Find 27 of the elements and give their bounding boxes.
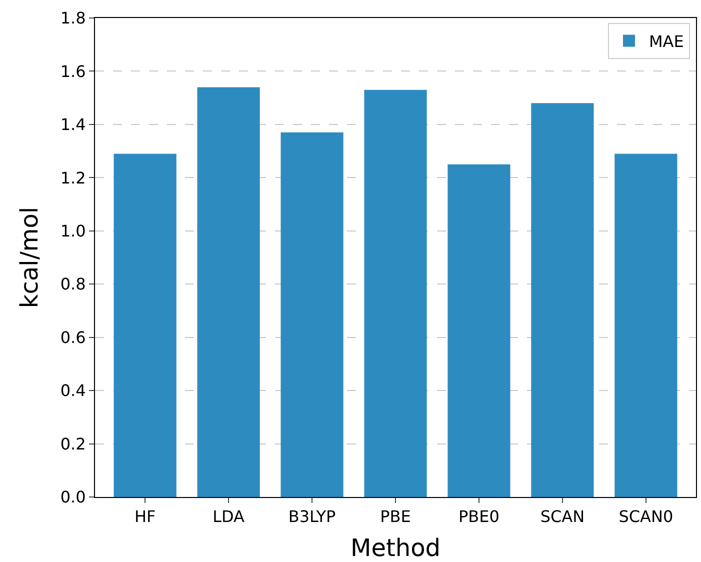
x-tick-label: LDA (212, 507, 245, 526)
y-tick-label: 0.4 (60, 381, 86, 400)
y-tick-label: 0.0 (60, 488, 86, 507)
bar (531, 103, 594, 497)
y-tick-label: 0.2 (60, 434, 86, 454)
legend-label: MAE (648, 32, 684, 51)
x-tick-label: SCAN (540, 507, 585, 526)
y-tick-label: 1.8 (60, 8, 86, 28)
y-tick-label: 1.2 (60, 168, 86, 188)
bar (448, 164, 510, 497)
bar (364, 90, 427, 497)
bar (197, 87, 260, 497)
y-tick-label: 1.4 (60, 115, 86, 134)
y-tick-label: 0.8 (60, 274, 86, 294)
bar (114, 154, 176, 497)
x-tick-label: B3LYP (288, 507, 336, 526)
x-tick-label: PBE (380, 507, 411, 526)
bar (280, 132, 344, 497)
y-tick-label: 1.6 (60, 62, 86, 81)
bar (614, 154, 678, 497)
x-tick-label: SCAN0 (618, 507, 674, 526)
y-tick-label: 0.6 (60, 328, 86, 347)
x-tick-label: HF (134, 507, 156, 526)
y-tick-label: 1.0 (60, 221, 86, 240)
x-axis-title: Method (350, 534, 441, 562)
x-tick-label: PBE0 (458, 507, 500, 526)
y-axis-title: kcal/mol (15, 206, 44, 308)
